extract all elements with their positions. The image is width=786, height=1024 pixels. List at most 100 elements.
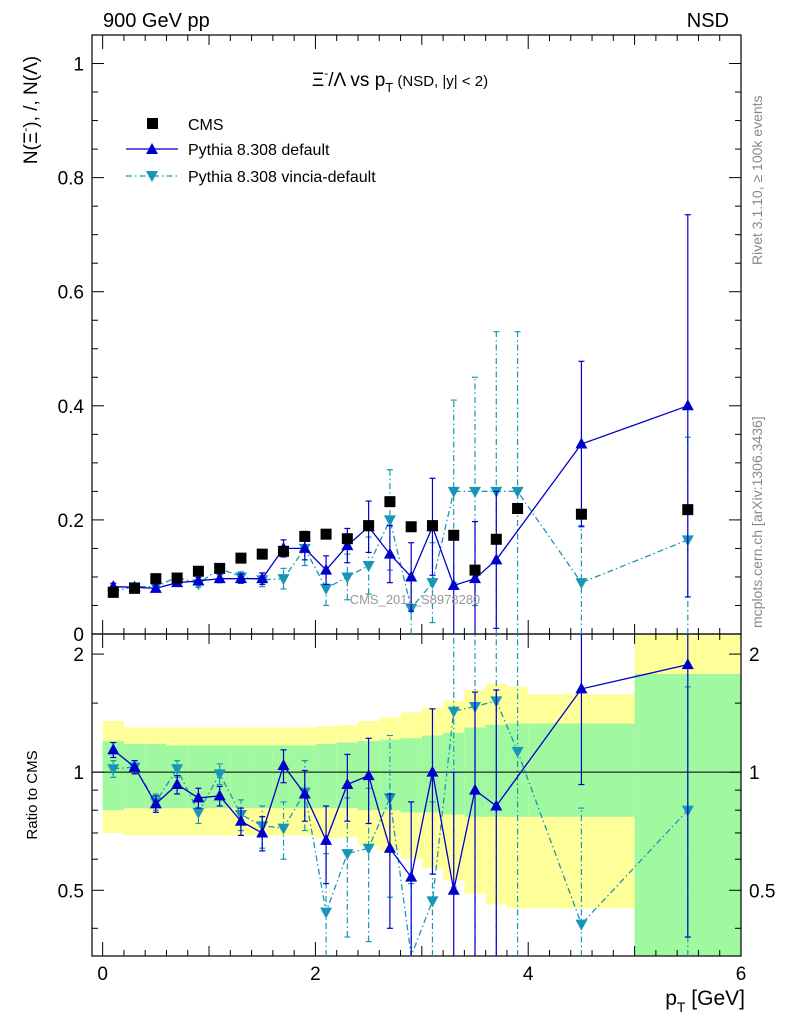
main-cms-point bbox=[512, 502, 524, 514]
ratio-default-point bbox=[426, 765, 439, 777]
main-default-point bbox=[234, 572, 247, 584]
main-y-tick-label: 0.4 bbox=[58, 397, 85, 418]
ratio-default-point bbox=[383, 841, 396, 853]
ratio-default-point bbox=[681, 658, 694, 670]
main-cms-point bbox=[171, 572, 183, 584]
ratio-y-axis-label: Ratio to CMS bbox=[24, 750, 41, 839]
main-vincia-point bbox=[383, 515, 396, 527]
ratio-vincia-point bbox=[426, 896, 439, 908]
main-cms-point bbox=[341, 533, 353, 545]
stat-uncertainty-band bbox=[187, 745, 210, 809]
main-default-point bbox=[149, 581, 162, 593]
ratio-default-point bbox=[256, 826, 269, 838]
main-cms-point bbox=[214, 562, 226, 574]
main-cms-point bbox=[384, 496, 396, 508]
ratio-vincia-point bbox=[171, 764, 184, 776]
ratio-vincia-point bbox=[447, 706, 460, 718]
rivet-version-label: Rivet 3.1.10, ≥ 100k events bbox=[749, 95, 765, 265]
ratio-vincia-point bbox=[511, 746, 524, 758]
main-y-tick-label: 0 bbox=[73, 625, 84, 646]
main-vincia-line bbox=[113, 490, 689, 610]
ratio-default-point bbox=[362, 769, 375, 781]
main-cms-point bbox=[682, 504, 694, 516]
main-default-point bbox=[490, 553, 503, 565]
main-default-point bbox=[447, 579, 460, 591]
x-tick-label: 6 bbox=[736, 964, 747, 985]
main-default-point bbox=[256, 572, 269, 584]
main-cms-point bbox=[129, 582, 141, 594]
ratio-default-point bbox=[341, 778, 354, 790]
main-cms-point bbox=[575, 508, 587, 520]
ratio-default-point bbox=[149, 797, 162, 809]
legend: CMS Pythia 8.308 default Pythia 8.308 vi… bbox=[126, 117, 376, 186]
ratio-vincia-point bbox=[320, 907, 333, 919]
stat-uncertainty-band bbox=[315, 743, 337, 809]
header-left: 900 GeV pp bbox=[103, 10, 210, 32]
main-y-axis-label: N(Ξ-), /, N(Λ) bbox=[18, 56, 42, 164]
ratio-y-tick-label-right: 0.5 bbox=[749, 881, 775, 902]
x-axis-ticks: 0 2 4 6 bbox=[97, 35, 746, 985]
ratio-vincia-point bbox=[192, 807, 205, 819]
ratio-default-point bbox=[469, 783, 482, 795]
x-tick-label: 2 bbox=[310, 964, 321, 985]
stat-uncertainty-band bbox=[230, 745, 252, 809]
ratio-default-point bbox=[320, 833, 333, 845]
ratio-default-point bbox=[575, 682, 588, 694]
main-y-tick-label: 0.8 bbox=[58, 169, 84, 190]
main-vincia-point bbox=[575, 578, 588, 590]
analysis-watermark: CMS_2011_S8978280 bbox=[350, 592, 481, 607]
header-right: NSD bbox=[687, 10, 729, 32]
ratio-y-tick-label: 2 bbox=[73, 645, 84, 666]
legend-label-cms: CMS bbox=[188, 117, 224, 134]
ratio-y-tick-label-right: 2 bbox=[749, 645, 760, 666]
ratio-vincia-point bbox=[575, 919, 588, 931]
ratio-panel-marks bbox=[107, 634, 694, 957]
ratio-vincia-point bbox=[107, 764, 120, 776]
chart-title: Ξ-/Λ vs pT (NSD, |y| < 2) bbox=[312, 66, 488, 95]
main-cms-point bbox=[235, 552, 247, 564]
x-axis-label: pT [GeV] bbox=[665, 987, 745, 1015]
main-y-tick-label: 0.6 bbox=[58, 283, 84, 304]
main-cms-point bbox=[426, 520, 438, 532]
main-default-point bbox=[575, 437, 588, 449]
ratio-default-point bbox=[447, 883, 460, 895]
main-cms-point bbox=[448, 529, 460, 541]
ratio-panel-frame bbox=[91, 633, 742, 957]
legend-marker-vincia bbox=[146, 171, 158, 182]
main-default-point bbox=[681, 399, 694, 411]
main-cms-point bbox=[150, 573, 162, 585]
main-vincia-point bbox=[362, 561, 375, 573]
main-cms-point bbox=[299, 530, 311, 542]
main-cms-point bbox=[320, 528, 332, 540]
main-default-point bbox=[298, 541, 311, 553]
stat-uncertainty-band bbox=[400, 738, 422, 813]
mcplots-label: mcplots.cern.ch [arXiv:1306.3436] bbox=[749, 416, 765, 628]
ratio-default-point bbox=[405, 870, 418, 882]
ratio-default-point bbox=[128, 760, 141, 772]
ratio-y-tick-label: 0.5 bbox=[58, 881, 84, 902]
main-vincia-point bbox=[426, 578, 439, 590]
main-y-tick-label: 1 bbox=[73, 55, 84, 76]
main-y-tick-label: 0.2 bbox=[58, 511, 84, 532]
main-cms-point bbox=[469, 564, 481, 576]
stat-uncertainty-band bbox=[123, 743, 146, 809]
ratio-default-point bbox=[171, 778, 184, 790]
main-default-point bbox=[383, 547, 396, 559]
main-cms-point bbox=[490, 533, 502, 545]
main-vincia-point bbox=[447, 486, 460, 498]
ratio-y-tick-label: 1 bbox=[73, 763, 84, 784]
main-panel-marks bbox=[107, 214, 694, 634]
main-vincia-point bbox=[277, 574, 290, 586]
ratio-default-point bbox=[298, 787, 311, 799]
main-default-line bbox=[113, 405, 689, 590]
ratio-default-point bbox=[490, 799, 503, 811]
main-cms-point bbox=[107, 586, 119, 598]
main-vincia-point bbox=[320, 583, 333, 595]
ratio-vincia-point bbox=[341, 849, 354, 861]
main-y-ticks: 0 0.2 0.4 0.6 0.8 1 bbox=[58, 55, 741, 646]
main-cms-point bbox=[192, 565, 204, 577]
legend-label-vincia: Pythia 8.308 vincia-default bbox=[188, 169, 376, 186]
ratio-vincia-point bbox=[213, 769, 226, 781]
main-default-point bbox=[341, 539, 354, 551]
